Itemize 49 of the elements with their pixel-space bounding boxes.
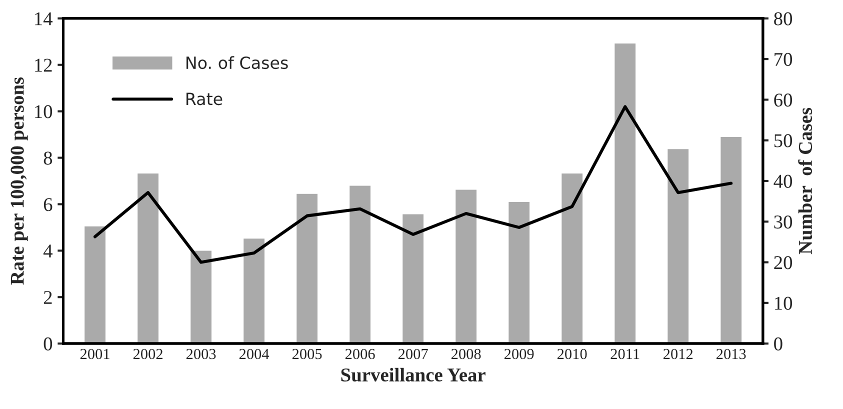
y2-tick-label: 40 [774,174,792,188]
x-tick-label: 2004 [239,348,270,360]
y2-tick-label: 30 [774,215,792,229]
y-tick-label: 14 [35,12,53,26]
bar [348,184,372,344]
bar [189,249,213,344]
y-tick-label: 2 [44,290,52,304]
y-tick-label: 6 [44,198,52,212]
y2-axis-title: Number of Cases [798,108,812,254]
x-tick-label: 2005 [292,348,322,360]
y2-tick-label: 50 [774,134,792,148]
y2-tick-label: 70 [774,52,792,66]
bar [719,136,743,344]
x-tick-label: 2012 [663,348,693,360]
bar [83,224,107,344]
y2-tick-label: 0 [774,337,782,350]
y2-tick-label: 10 [775,296,792,310]
x-tick-label: 2007 [398,348,428,360]
x-tick-label: 2011 [610,348,640,360]
x-tick-label: 2008 [451,348,481,360]
y2-tick-label: 80 [774,12,792,26]
x-axis-title: Surveillance Year [341,368,486,382]
x-tick-label: 2009 [504,348,534,360]
x-tick-label: 2013 [716,348,746,360]
bar [136,172,160,344]
y2-tick-label: 20 [774,256,792,270]
bar [666,148,690,344]
bar [454,188,478,344]
x-tick-label: 2003 [186,348,216,360]
y2-tick-label: 60 [774,94,792,107]
y-tick-label: 0 [44,337,52,350]
bar [242,237,266,344]
x-tick-label: 2010 [557,348,587,360]
x-tick-label: 2002 [133,348,162,360]
y-tick-label: 8 [44,152,52,165]
y-tick-label: 12 [35,58,52,72]
y-axis-title: Rate per 100,000 persons [10,77,28,285]
bar [295,192,319,344]
legend-label: Rate [186,92,222,106]
line-series [94,105,733,264]
bar [507,200,531,344]
y-tick-label: 10 [35,105,52,118]
legend-label: No. of Cases [186,56,288,70]
x-tick-label: 2006 [345,348,375,360]
bar [401,212,425,344]
bar [560,172,584,344]
y-tick-label: 4 [43,244,53,258]
x-tick-label: 2001 [80,348,110,360]
bar [613,42,637,344]
